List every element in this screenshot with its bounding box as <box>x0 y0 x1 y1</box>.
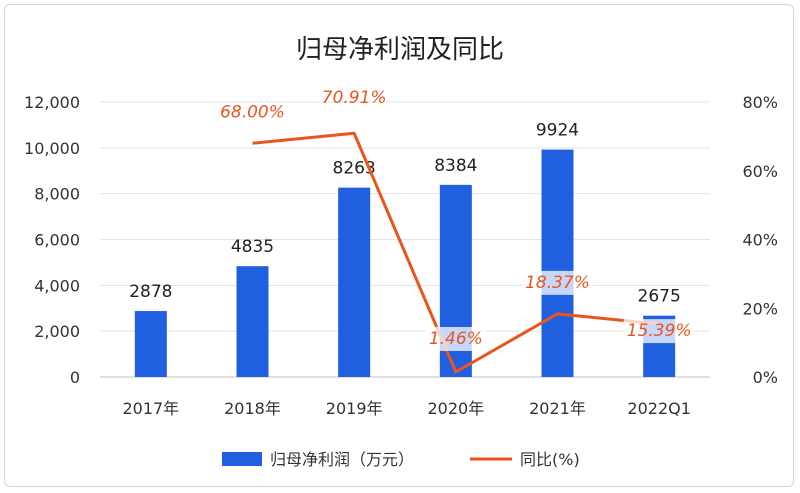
line-value-label: 15.39% <box>627 321 692 341</box>
line-value-label: 1.46% <box>429 329 483 349</box>
right-axis-ticks: 0% 20% 40% 60% 80% <box>742 93 778 387</box>
category-label: 2019年 <box>326 399 383 418</box>
bar <box>338 187 371 377</box>
legend-bar-label: 归母净利润（万元） <box>270 450 414 469</box>
bar-value-label: 8384 <box>434 156 477 176</box>
left-tick-label: 6,000 <box>34 231 80 250</box>
left-tick-label: 8,000 <box>34 185 80 204</box>
bar-value-label: 2878 <box>129 282 172 302</box>
bar-value-label: 4835 <box>231 237 274 257</box>
line-label-background <box>623 319 695 344</box>
left-tick-label: 4,000 <box>34 276 80 295</box>
bar-value-labels: 2878 4835 8263 8384 9924 2675 <box>129 121 681 307</box>
legend: 归母净利润（万元） 同比(%) <box>222 450 580 469</box>
left-tick-label: 12,000 <box>24 93 80 112</box>
legend-bar-swatch <box>222 452 262 466</box>
bar-series <box>134 149 676 377</box>
right-tick-label: 60% <box>742 162 778 181</box>
right-tick-label: 20% <box>742 299 778 318</box>
line-value-label: 18.37% <box>525 273 590 293</box>
line-label-background <box>522 270 593 295</box>
category-label: 2022Q1 <box>627 399 691 418</box>
line-value-label: 70.91% <box>322 88 387 108</box>
legend-line-label: 同比(%) <box>520 450 580 469</box>
right-tick-label: 40% <box>742 231 778 250</box>
category-label: 2021年 <box>529 399 586 418</box>
category-label: 2017年 <box>122 399 179 418</box>
right-tick-label: 80% <box>742 93 778 112</box>
category-label: 2020年 <box>427 399 484 418</box>
line-series <box>252 131 660 374</box>
category-label: 2018年 <box>224 399 281 418</box>
category-axis-labels: 2017年 2018年 2019年 2020年 2021年 2022Q1 <box>122 399 690 418</box>
left-axis-ticks: 0 2,000 4,000 6,000 8,000 10,000 12,000 <box>24 93 80 387</box>
right-tick-label: 0% <box>753 368 778 387</box>
gridlines <box>100 101 710 378</box>
line-value-labels: 68.00% 70.91% 1.46% 18.37% 15.39% <box>220 88 695 351</box>
chart-frame <box>4 4 794 487</box>
bar-value-label: 9924 <box>536 121 579 141</box>
left-tick-label: 2,000 <box>34 322 80 341</box>
chart-title: 归母净利润及同比 <box>296 35 504 65</box>
line-value-label: 68.00% <box>220 102 285 122</box>
left-tick-label: 10,000 <box>24 139 80 158</box>
bar-value-label: 2675 <box>638 287 681 307</box>
bar-value-label: 8263 <box>333 159 376 179</box>
bar <box>134 311 167 377</box>
line-label-background <box>425 326 487 351</box>
bar <box>236 266 269 377</box>
bar <box>541 149 574 377</box>
left-tick-label: 0 <box>70 368 80 387</box>
line-path <box>252 131 660 374</box>
